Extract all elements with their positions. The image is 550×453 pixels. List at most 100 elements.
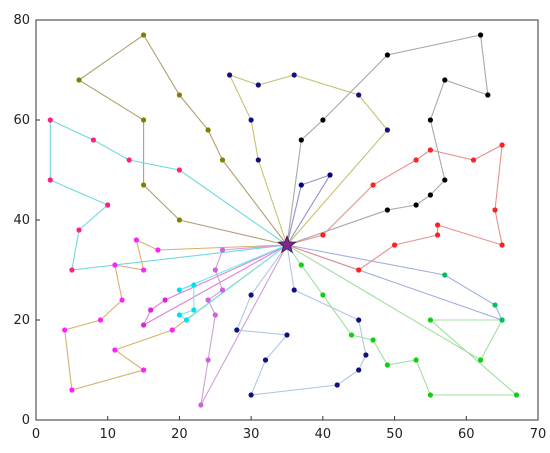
data-point <box>112 347 118 353</box>
data-point <box>413 202 419 208</box>
data-point <box>348 332 355 338</box>
x-tick-label: 50 <box>386 427 403 442</box>
x-tick-label: 40 <box>315 427 332 442</box>
data-point <box>76 77 82 83</box>
data-point <box>212 267 218 273</box>
series-line-2 <box>49 119 288 271</box>
data-point <box>141 322 147 328</box>
data-point <box>435 232 441 238</box>
data-point <box>90 137 96 143</box>
data-point <box>234 327 240 333</box>
data-point <box>112 262 118 268</box>
data-point <box>435 222 441 228</box>
y-tick-label: 40 <box>13 213 30 228</box>
data-point <box>291 287 297 293</box>
data-point <box>320 117 326 123</box>
data-point <box>126 157 132 163</box>
data-point <box>133 237 139 243</box>
data-point <box>176 92 182 98</box>
data-point <box>478 32 484 38</box>
data-point <box>492 207 498 213</box>
data-point <box>442 272 448 278</box>
data-point <box>356 92 362 98</box>
data-point <box>141 32 147 38</box>
depot-star-icon <box>277 234 297 254</box>
points-layer <box>47 32 520 408</box>
data-point <box>298 137 304 143</box>
data-point <box>176 312 182 318</box>
series-line-3 <box>64 239 288 391</box>
data-point <box>427 147 433 153</box>
x-tick-label: 10 <box>99 427 116 442</box>
data-point <box>47 117 53 123</box>
data-point <box>97 317 104 323</box>
x-tick-label: 0 <box>32 427 40 442</box>
data-point <box>470 157 477 163</box>
data-point <box>370 182 376 188</box>
data-point <box>413 157 419 163</box>
series-line-10 <box>286 144 503 271</box>
data-point <box>492 302 498 308</box>
data-point <box>320 292 326 298</box>
data-point <box>141 117 147 123</box>
data-point <box>384 127 390 133</box>
series-layer <box>49 34 518 406</box>
data-point <box>248 117 254 123</box>
x-tick-label: 70 <box>530 427 547 442</box>
data-point <box>69 267 75 273</box>
data-point <box>219 247 226 253</box>
data-point <box>284 332 290 338</box>
data-point <box>334 382 340 388</box>
x-tick-label: 20 <box>171 427 188 442</box>
series-line-1 <box>77 34 288 246</box>
data-point <box>356 367 362 373</box>
data-point <box>141 267 147 273</box>
data-point <box>427 192 433 198</box>
series-line-13 <box>286 34 489 246</box>
data-point <box>427 392 433 398</box>
data-point <box>176 217 182 223</box>
plot-frame <box>35 19 539 421</box>
data-point <box>198 402 204 408</box>
data-point <box>205 357 211 363</box>
data-point <box>76 227 82 233</box>
y-axis: 0 20 40 60 80 <box>13 13 40 428</box>
data-point <box>384 362 390 368</box>
data-point <box>47 177 53 183</box>
data-point <box>205 127 211 133</box>
data-point <box>141 182 147 188</box>
data-point <box>327 172 333 178</box>
data-point <box>248 292 254 298</box>
data-point <box>370 337 376 343</box>
data-point <box>169 327 175 333</box>
data-point <box>148 307 154 313</box>
data-point <box>255 82 261 88</box>
depot-layer <box>277 234 297 254</box>
y-tick-label: 60 <box>13 113 30 128</box>
data-point <box>69 387 75 393</box>
data-point <box>478 357 484 363</box>
data-point <box>184 317 190 323</box>
y-tick-label: 0 <box>22 413 30 428</box>
data-point <box>499 317 505 323</box>
data-point <box>513 392 520 398</box>
data-point <box>227 72 233 78</box>
data-point <box>219 287 226 293</box>
data-point <box>105 202 111 208</box>
data-point <box>485 92 491 98</box>
data-point <box>384 207 390 213</box>
data-point <box>248 392 254 398</box>
data-point <box>413 357 419 363</box>
data-point <box>356 317 362 323</box>
y-tick-label: 80 <box>13 13 30 28</box>
data-point <box>320 232 326 238</box>
data-point <box>155 247 161 253</box>
data-point <box>141 367 147 373</box>
data-point <box>298 262 304 268</box>
data-point <box>119 297 125 303</box>
data-point <box>442 177 448 183</box>
data-point <box>262 357 269 363</box>
data-point <box>191 307 197 313</box>
data-point <box>356 267 362 273</box>
